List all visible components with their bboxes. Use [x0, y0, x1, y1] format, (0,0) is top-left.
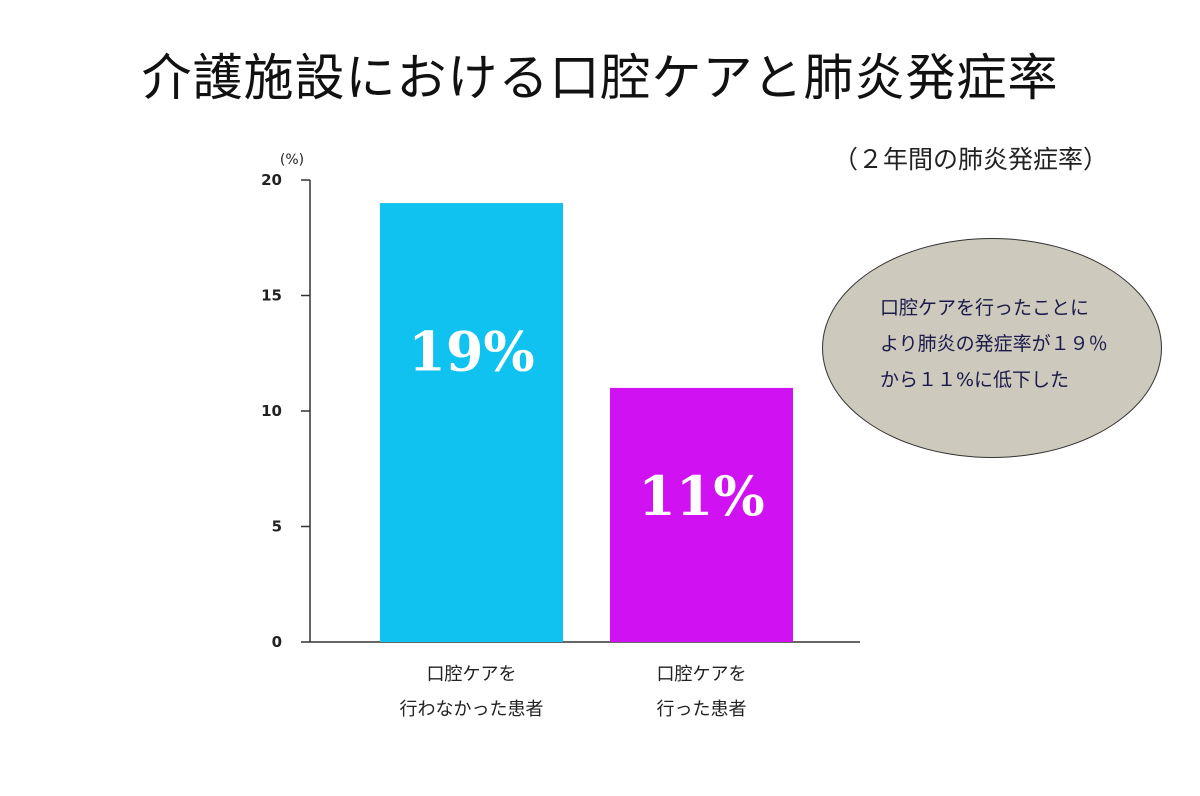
category-label-2-line-2: 行った患者 — [657, 699, 747, 720]
callout-line-1: 口腔ケアを行ったことに — [880, 297, 1090, 319]
category-label-1-line-1: 口腔ケアを — [427, 664, 517, 685]
category-label-2-line-1: 口腔ケアを — [657, 664, 747, 685]
y-tick-label: 10 — [261, 402, 282, 420]
y-tick-label: 0 — [272, 633, 282, 651]
callout-bubble — [822, 238, 1162, 458]
callout-text: 口腔ケアを行ったことに より肺炎の発症率が１９％ から１１%に低下した — [880, 290, 1140, 398]
bar-1 — [380, 203, 563, 642]
callout-line-2: より肺炎の発症率が１９％ — [880, 333, 1108, 355]
chart-subtitle: （２年間の肺炎発症率） — [832, 145, 1108, 174]
y-tick-label: 15 — [261, 287, 282, 305]
bar-1-data-label: 19% — [408, 319, 534, 383]
y-tick-label: 20 — [261, 171, 282, 189]
y-axis-unit-label: (%) — [280, 152, 304, 168]
bar-2-data-label: 11% — [638, 464, 764, 528]
y-tick-label: 5 — [272, 518, 282, 536]
callout-line-3: から１１%に低下した — [880, 369, 1070, 391]
page-title: 介護施設における口腔ケアと肺炎発症率 — [141, 49, 1059, 107]
category-label-1-line-2: 行わなかった患者 — [400, 699, 544, 720]
bar-2 — [610, 387, 793, 642]
